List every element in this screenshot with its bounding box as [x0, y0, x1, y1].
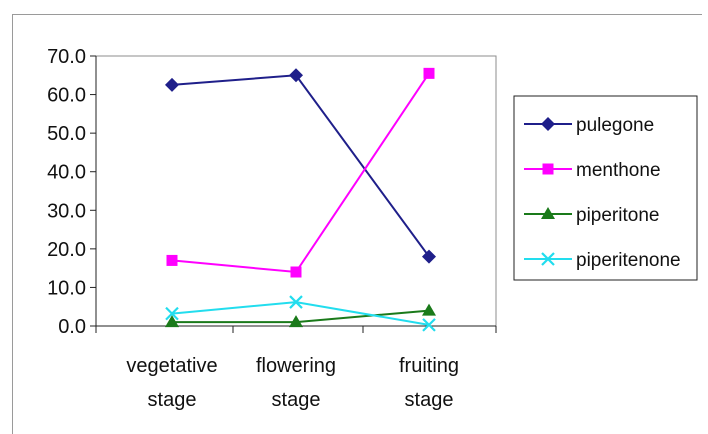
y-tick-label: 70.0: [47, 46, 86, 68]
data-point: [165, 315, 179, 328]
x-category-label: fruiting stage: [399, 355, 459, 411]
y-tick-label: 40.0: [47, 162, 86, 184]
legend-item-menthone: menthone: [524, 160, 661, 181]
legend: pulegone menthone piperitone piperitenone: [513, 95, 698, 281]
y-axis: 0.0 10.0 20.0 30.0 40.0 50.0 60.0 70.0: [47, 46, 97, 338]
data-point: [289, 68, 303, 83]
y-tick-label: 60.0: [47, 85, 86, 107]
legend-marker: [541, 207, 555, 219]
legend-marker: [541, 117, 555, 131]
data-point: [165, 77, 179, 92]
data-point: [422, 249, 436, 264]
y-tick-label: 30.0: [47, 200, 86, 222]
x-category-label: vegetative stage: [126, 355, 217, 411]
data-point: [422, 318, 436, 332]
series-piperitenone: [165, 295, 436, 332]
series-pulegone: [165, 68, 436, 264]
series-line: [171, 74, 430, 258]
series-line: [172, 309, 430, 324]
data-point: [422, 303, 436, 316]
data-point: [165, 306, 179, 321]
chart-frame: [12, 14, 702, 434]
y-tick-label: 0.0: [58, 316, 86, 338]
x-axis: vegetative stage flowering stage fruiting sta…: [95, 325, 497, 411]
data-point: [423, 67, 435, 79]
series-layer: [165, 67, 436, 332]
legend-label: piperitone: [576, 205, 659, 226]
legend-item-pulegone: pulegone: [524, 115, 654, 136]
data-point: [289, 315, 303, 328]
legend-label: menthone: [576, 160, 661, 181]
legend-item-piperitenone: piperitenone: [524, 250, 681, 271]
data-point: [166, 254, 178, 266]
y-tick-label: 10.0: [47, 277, 86, 299]
data-point: [290, 266, 302, 278]
series-line: [171, 72, 430, 274]
legend-label: piperitenone: [576, 250, 681, 271]
legend-item-piperitone: piperitone: [524, 205, 659, 226]
y-tick-label: 50.0: [47, 123, 86, 145]
plot-area: [95, 55, 497, 327]
series-menthone: [166, 67, 435, 278]
plot-area-border: [95, 55, 497, 327]
legend-marker: [542, 163, 554, 175]
data-point: [289, 295, 303, 309]
legend-marker: [541, 252, 555, 266]
y-tick-label: 20.0: [47, 239, 86, 261]
legend-label: pulegone: [576, 115, 654, 136]
x-category-label: flowering stage: [256, 355, 336, 411]
series-piperitone: [165, 303, 436, 328]
